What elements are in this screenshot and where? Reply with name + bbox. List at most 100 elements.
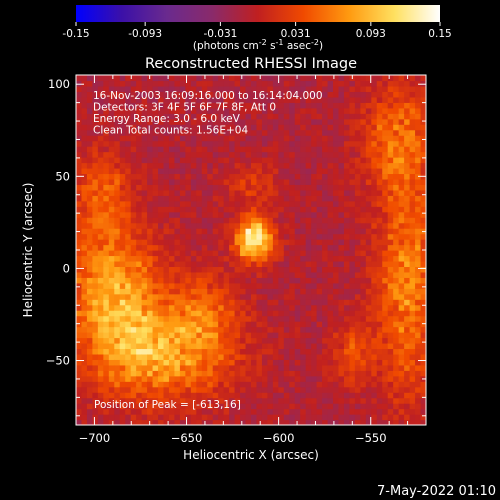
heatmap-cell — [163, 255, 170, 262]
heatmap-cell — [382, 206, 389, 213]
heatmap-cell — [229, 419, 236, 425]
heatmap-cell — [338, 364, 345, 371]
heatmap-cell — [141, 244, 148, 251]
heatmap-cell — [393, 288, 400, 295]
heatmap-cell — [119, 282, 126, 289]
heatmap-cell — [289, 392, 296, 399]
heatmap-cell — [174, 200, 181, 207]
heatmap-cell — [311, 211, 318, 218]
heatmap-cell — [327, 233, 334, 240]
heatmap-cell — [81, 315, 88, 322]
heatmap-cell — [212, 96, 219, 103]
heatmap-cell — [229, 157, 236, 164]
heatmap-cell — [223, 370, 230, 377]
heatmap-cell — [349, 222, 356, 229]
heatmap-cell — [289, 299, 296, 306]
heatmap-cell — [289, 250, 296, 257]
heatmap-cell — [207, 337, 214, 344]
heatmap-cell — [114, 107, 121, 114]
heatmap-cell — [152, 332, 159, 339]
heatmap-cell — [174, 239, 181, 246]
heatmap-cell — [234, 381, 241, 388]
heatmap-cell — [196, 124, 203, 131]
heatmap-cell — [311, 321, 318, 328]
heatmap-cell — [92, 342, 99, 350]
heatmap-cell — [387, 353, 394, 360]
heatmap-cell — [168, 157, 176, 164]
heatmap-cell — [152, 195, 159, 202]
heatmap-cell — [141, 91, 148, 98]
heatmap-cell — [196, 102, 203, 109]
heatmap-cell — [415, 403, 422, 410]
heatmap-cell — [174, 326, 181, 333]
heatmap-cell — [267, 419, 274, 425]
heatmap-cell — [354, 96, 361, 103]
heatmap-cell — [141, 162, 148, 169]
heatmap-cell — [305, 408, 312, 415]
heatmap-cell — [212, 266, 219, 273]
heatmap-cell — [420, 102, 426, 109]
heatmap-cell — [365, 250, 372, 257]
heatmap-cell — [190, 173, 197, 180]
heatmap-cell — [294, 414, 301, 421]
heatmap-cell — [196, 146, 203, 153]
heatmap-cell — [267, 195, 274, 202]
heatmap-cell — [168, 310, 176, 317]
heatmap-cell — [278, 107, 285, 114]
heatmap-cell — [376, 146, 383, 153]
heatmap-cell — [92, 135, 99, 142]
heatmap-cell — [365, 118, 372, 125]
heatmap-cell — [278, 353, 285, 360]
heatmap-cell — [174, 211, 181, 218]
heatmap-cell — [240, 173, 247, 180]
heatmap-cell — [289, 342, 296, 350]
heatmap-cell — [333, 162, 340, 169]
heatmap-cell — [240, 386, 247, 393]
heatmap-cell — [92, 266, 99, 273]
heatmap-cell — [163, 206, 170, 213]
heatmap-cell — [382, 195, 389, 202]
heatmap-cell — [338, 189, 345, 196]
heatmap-cell — [152, 392, 159, 399]
heatmap-cell — [267, 271, 274, 278]
heatmap-cell — [382, 184, 389, 191]
heatmap-cell — [294, 157, 301, 164]
heatmap-cell — [322, 217, 329, 224]
heatmap-cell — [158, 381, 165, 388]
heatmap-cell — [294, 332, 301, 339]
heatmap-cell — [207, 135, 214, 142]
heatmap-cell — [349, 392, 356, 399]
heatmap-cell — [354, 178, 361, 185]
heatmap-cell — [141, 75, 148, 82]
heatmap-cell — [218, 107, 225, 114]
heatmap-cell — [179, 178, 186, 185]
heatmap-cell — [272, 255, 279, 262]
heatmap-cell — [349, 184, 356, 191]
heatmap-cell — [76, 206, 83, 213]
heatmap-cell — [158, 337, 165, 344]
heatmap-cell — [158, 140, 165, 147]
heatmap-cell — [240, 140, 247, 147]
heatmap-cell — [393, 195, 400, 202]
heatmap-cell — [267, 293, 274, 300]
heatmap-cell — [256, 266, 263, 273]
heatmap-cell — [415, 118, 422, 125]
heatmap-cell — [158, 408, 165, 415]
heatmap-cell — [251, 277, 258, 284]
heatmap-cell — [256, 167, 263, 175]
heatmap-cell — [147, 342, 154, 350]
heatmap-cell — [234, 85, 241, 93]
heatmap-cell — [349, 135, 356, 142]
heatmap-cell — [409, 189, 416, 196]
heatmap-cell — [333, 113, 340, 120]
heatmap-cell — [136, 189, 143, 196]
heatmap-cell — [163, 167, 170, 175]
heatmap-cell — [333, 337, 340, 344]
heatmap-cell — [190, 250, 197, 257]
heatmap-cell — [92, 370, 99, 377]
heatmap-cell — [289, 91, 296, 98]
heatmap-cell — [125, 370, 132, 377]
heatmap-cell — [212, 118, 219, 125]
heatmap-cell — [365, 195, 372, 202]
heatmap-cell — [267, 146, 274, 153]
